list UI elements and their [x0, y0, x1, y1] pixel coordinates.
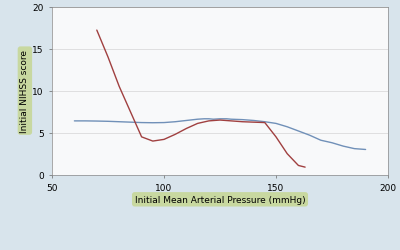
- X-axis label: Initial Mean Arterial Pressure (mmHg): Initial Mean Arterial Pressure (mmHg): [135, 195, 305, 204]
- Y-axis label: Initial NIHSS score: Initial NIHSS score: [20, 50, 29, 132]
